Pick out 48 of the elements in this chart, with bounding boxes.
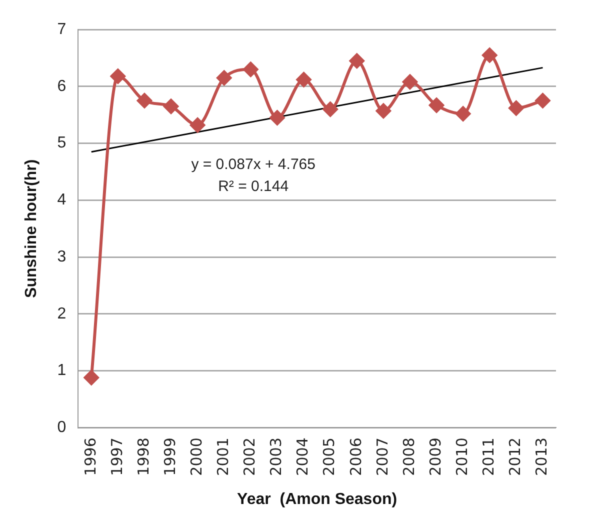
x-tick-label: 2013	[532, 438, 551, 476]
point	[164, 98, 179, 114]
point	[84, 370, 99, 386]
y-tick-label: 3	[57, 248, 66, 266]
y-tick-label: 0	[57, 419, 66, 436]
point	[456, 106, 471, 122]
x-tick-label: 2009	[426, 438, 444, 476]
x-tick-label: 1998	[134, 438, 152, 476]
point	[349, 53, 364, 68]
y-tick-label: 5	[57, 134, 66, 152]
x-tick-label: 2006	[346, 438, 365, 476]
x-tick-label: 1997	[108, 438, 126, 476]
point	[402, 74, 418, 90]
point	[376, 103, 391, 118]
x-tick-label: 2010	[452, 438, 471, 476]
point	[190, 118, 206, 133]
y-tick-label: 6	[57, 78, 66, 95]
x-tick-label: 2005	[320, 438, 338, 476]
x-tick-label: 2007	[373, 438, 392, 476]
x-tick-label: 1996	[81, 438, 100, 476]
x-tick-label: 2000	[187, 438, 206, 476]
x-tick-label: 2011	[480, 438, 498, 476]
point	[110, 68, 126, 84]
x-tick-label: 1999	[160, 438, 179, 476]
y-tick-label: 4	[57, 192, 66, 209]
point	[429, 98, 444, 113]
x-tick-label: 2008	[400, 438, 418, 476]
point	[136, 93, 152, 108]
x-tick-label: 2003	[267, 438, 286, 476]
annotation: R² = 0.144	[218, 178, 289, 195]
x-tick-label: 2012	[506, 438, 524, 476]
point	[243, 62, 258, 77]
point	[296, 72, 312, 88]
point	[270, 110, 285, 126]
point	[482, 48, 498, 63]
x-tick-label: 2002	[240, 438, 259, 476]
point	[508, 100, 524, 116]
x-axis-title: Year (Amon Season)	[237, 490, 398, 508]
point	[535, 93, 550, 108]
x-tick-label: 2004	[294, 438, 312, 476]
y-axis-title: Sunshine hour(hr)	[23, 159, 40, 298]
y-tick-label: 1	[57, 362, 66, 380]
point	[216, 70, 232, 86]
x-tick-label: 2001	[214, 438, 232, 476]
y-tick-label: 7	[57, 21, 66, 38]
annotation: y = 0.087x + 4.765	[191, 156, 316, 173]
y-tick-label: 2	[57, 305, 66, 322]
point	[322, 102, 338, 117]
